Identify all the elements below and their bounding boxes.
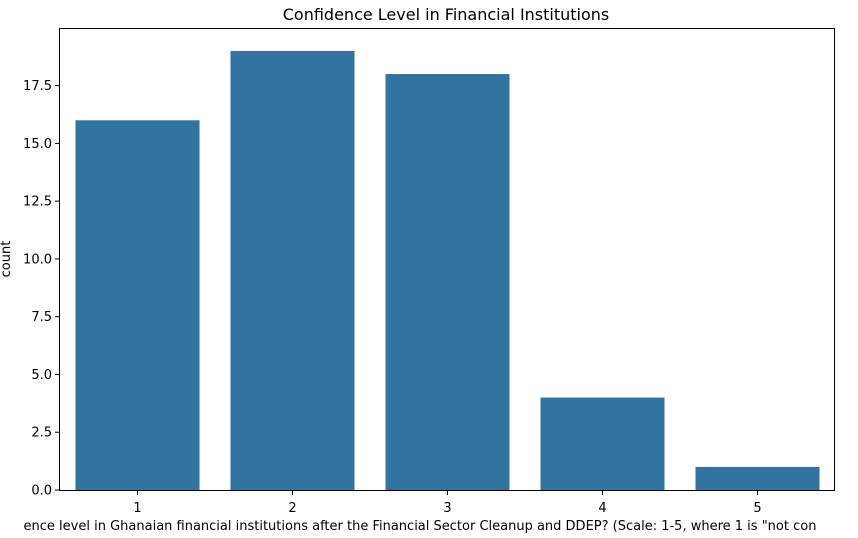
y-tick-label-1: 2.5 bbox=[31, 426, 52, 441]
y-axis-label: count bbox=[0, 241, 14, 278]
x-tick-label-2: 2 bbox=[288, 501, 296, 516]
x-tick-label-4: 4 bbox=[598, 501, 606, 516]
y-axis-ticks: 0.0 2.5 5.0 7.5 10.0 12.5 15.0 17.5 bbox=[23, 79, 60, 499]
bar-5 bbox=[695, 466, 820, 490]
y-tick-label-4: 10.0 bbox=[23, 252, 52, 267]
bar-2 bbox=[230, 50, 355, 490]
x-tick-label-5: 5 bbox=[753, 501, 761, 516]
y-tick-label-0: 0.0 bbox=[31, 484, 52, 499]
y-tick-label-6: 15.0 bbox=[23, 137, 52, 152]
x-tick-label-1: 1 bbox=[133, 501, 141, 516]
bar-3 bbox=[385, 74, 510, 490]
x-axis-ticks: 1 2 3 4 5 bbox=[133, 490, 762, 516]
bars-group bbox=[75, 50, 820, 490]
x-tick-label-3: 3 bbox=[443, 501, 451, 516]
y-tick-label-2: 5.0 bbox=[31, 368, 52, 383]
y-tick-label-3: 7.5 bbox=[31, 310, 52, 325]
x-axis-label: ence level in Ghanaian financial institu… bbox=[24, 519, 817, 534]
chart-title: Confidence Level in Financial Institutio… bbox=[283, 5, 610, 24]
bar-4 bbox=[540, 397, 665, 490]
y-tick-label-7: 17.5 bbox=[23, 79, 52, 94]
y-tick-label-5: 12.5 bbox=[23, 195, 52, 210]
bar-1 bbox=[75, 120, 200, 490]
plot-frame bbox=[59, 28, 835, 491]
